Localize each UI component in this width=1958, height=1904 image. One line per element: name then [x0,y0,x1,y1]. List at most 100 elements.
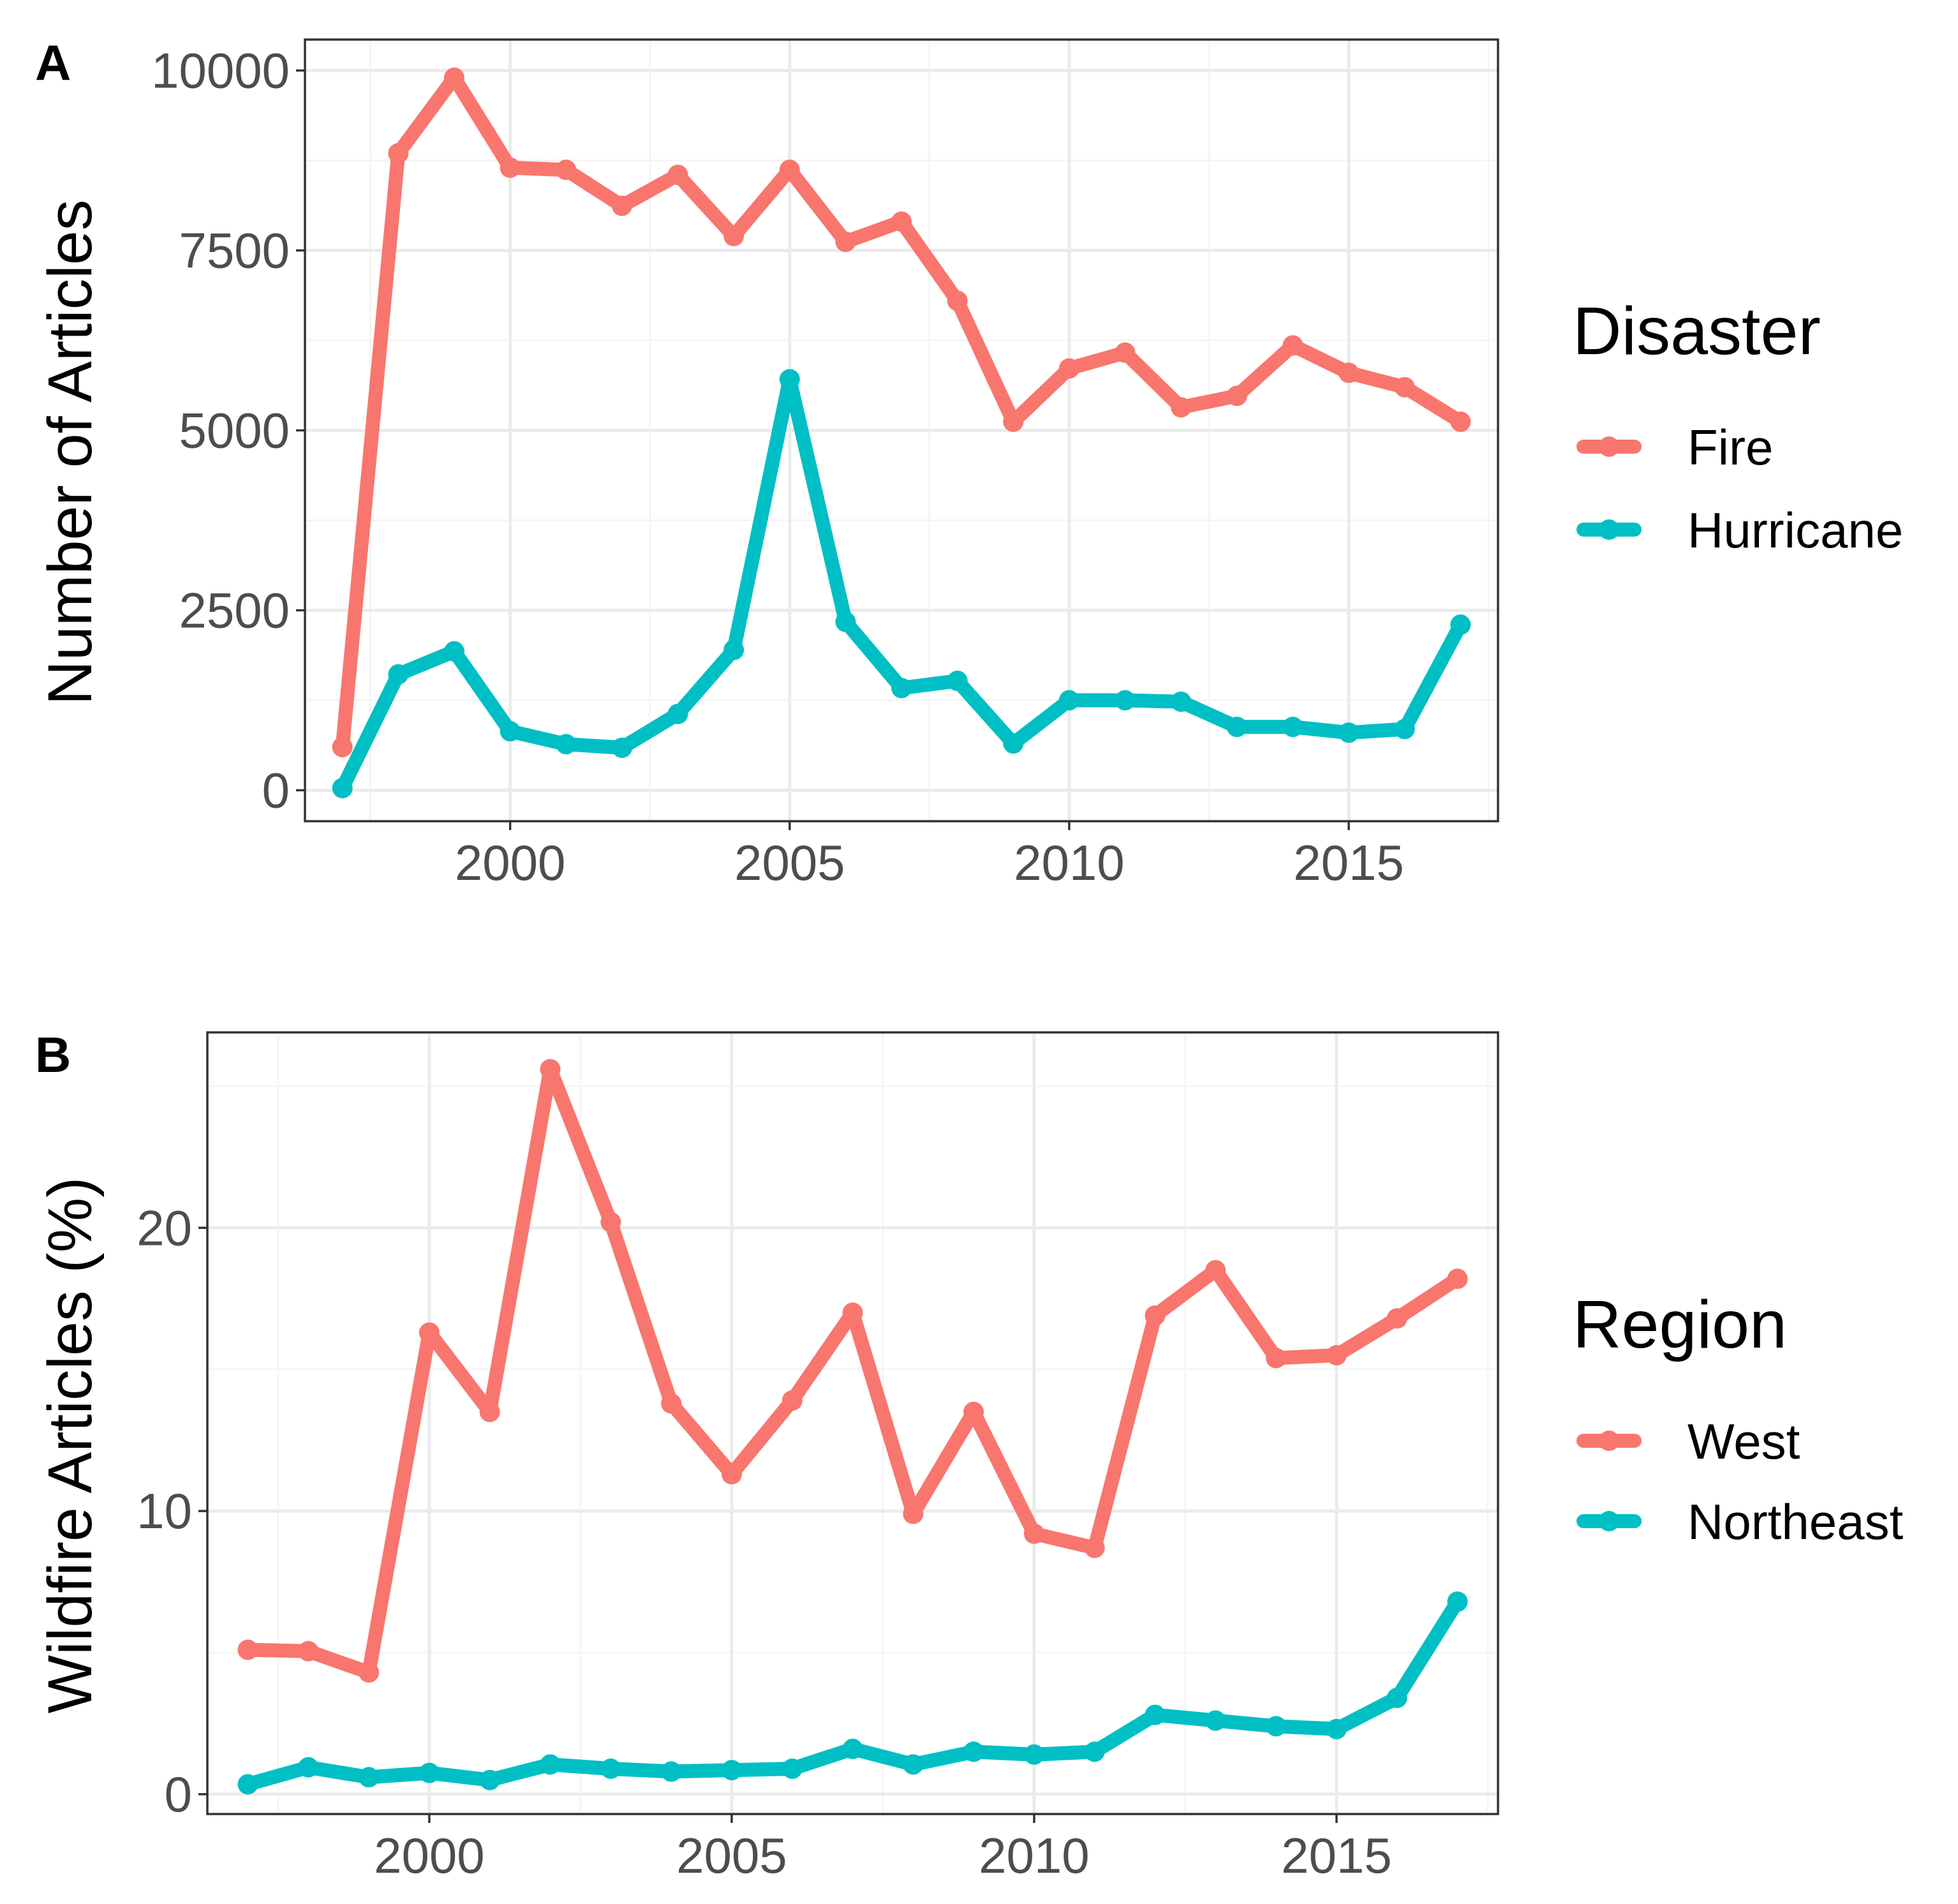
legend-label-northeast: Northeast [1687,1494,1903,1550]
data-point-fire [556,160,577,181]
y-tick-label: 20 [137,1200,192,1256]
data-point-northeast [359,1767,380,1788]
data-point-northeast [419,1762,440,1783]
data-point-west [1084,1537,1105,1558]
data-point-west [1145,1305,1166,1326]
data-point-hurricane [947,671,968,692]
y-tick-label: 0 [165,1766,192,1822]
data-point-hurricane [1003,733,1024,754]
data-point-west [721,1464,742,1485]
data-point-hurricane [443,641,464,662]
data-point-fire [891,211,912,232]
panel-label: B [35,1027,71,1083]
legend: Disaster Fire Hurricane [1573,294,1903,558]
data-point-northeast [600,1758,621,1779]
y-tick-label: 10 [137,1483,192,1539]
data-point-hurricane [1171,691,1192,712]
legend-marker-fire [1599,436,1619,457]
data-point-hurricane [723,639,745,660]
data-point-northeast [903,1754,924,1775]
data-point-fire [835,231,856,252]
data-point-fire [1003,411,1024,432]
data-point-hurricane [1394,718,1415,740]
legend-title: Region [1573,1287,1787,1362]
legend: Region West Northeast [1573,1287,1903,1550]
data-point-hurricane [667,703,688,724]
data-point-west [419,1322,440,1343]
chart-panel-b: 2000 2005 2010 2015 0 10 20 Wildfire Articles (… [35,1027,1903,1884]
legend-marker-hurricane [1599,519,1619,540]
legend-marker-northeast [1599,1511,1619,1531]
data-point-fire [667,165,688,186]
y-axis-title: Number of Articles [35,200,105,705]
x-tick-label: 2005 [734,835,845,891]
data-point-northeast [1326,1718,1347,1739]
plot-background [207,1032,1498,1814]
y-tick-label: 5000 [179,403,290,459]
y-tick-label: 0 [262,762,290,818]
data-point-northeast [1266,1716,1287,1737]
data-point-northeast [1205,1710,1226,1731]
y-axis-title: Wildfire Articles (%) [35,1177,105,1714]
data-point-fire [1450,411,1471,432]
panel-label: A [35,34,71,91]
data-point-west [1326,1344,1347,1365]
data-point-west [600,1212,621,1233]
data-point-hurricane [500,721,521,742]
y-tick-label: 10000 [151,43,290,99]
data-point-west [1447,1268,1468,1290]
data-point-fire [1339,362,1360,383]
data-point-northeast [721,1760,742,1781]
data-point-west [1023,1523,1044,1544]
y-tick-label: 7500 [179,223,290,279]
data-point-west [479,1401,500,1422]
data-point-hurricane [332,778,353,799]
legend-label-hurricane: Hurricane [1687,502,1903,558]
data-point-fire [1226,385,1247,406]
x-tick-label: 2015 [1281,1827,1392,1884]
data-point-northeast [540,1754,561,1775]
y-tick-label: 2500 [179,582,290,638]
x-tick-label: 2010 [979,1827,1090,1884]
data-point-fire [947,290,968,311]
x-tick-label: 2000 [374,1827,485,1884]
legend-marker-west [1599,1431,1619,1451]
data-point-hurricane [556,734,577,755]
legend-label-west: West [1687,1413,1800,1469]
data-point-northeast [782,1758,803,1779]
data-point-northeast [1084,1741,1105,1762]
data-point-fire [779,160,800,181]
chart-panel-a: 2000 2005 2010 2015 0 2500 5000 7500 10000 Number… [35,34,1903,891]
data-point-fire [1171,397,1192,418]
data-point-west [359,1662,380,1683]
data-point-west [298,1640,319,1662]
x-tick-label: 2005 [676,1827,787,1884]
data-point-fire [332,736,353,757]
data-point-northeast [842,1738,863,1759]
data-point-hurricane [1282,717,1303,738]
data-point-west [782,1390,803,1411]
x-tick-label: 2015 [1293,835,1404,891]
data-point-hurricane [388,664,409,685]
data-point-west [903,1503,924,1524]
data-point-hurricane [891,678,912,699]
data-point-fire [1115,342,1136,363]
data-point-northeast [661,1761,682,1782]
data-point-west [1386,1308,1407,1329]
data-point-northeast [1145,1704,1166,1725]
x-tick-label: 2010 [1014,835,1125,891]
data-point-fire [388,143,409,164]
data-point-northeast [1447,1591,1468,1612]
data-point-west [540,1059,561,1080]
legend-label-fire: Fire [1687,419,1773,475]
data-point-northeast [963,1741,984,1762]
data-point-hurricane [1450,614,1471,636]
data-point-fire [611,195,632,216]
data-point-hurricane [779,369,800,390]
data-point-northeast [1386,1688,1407,1709]
data-point-west [661,1393,682,1414]
data-point-west [842,1302,863,1323]
data-point-fire [1394,376,1415,398]
data-point-fire [500,157,521,178]
